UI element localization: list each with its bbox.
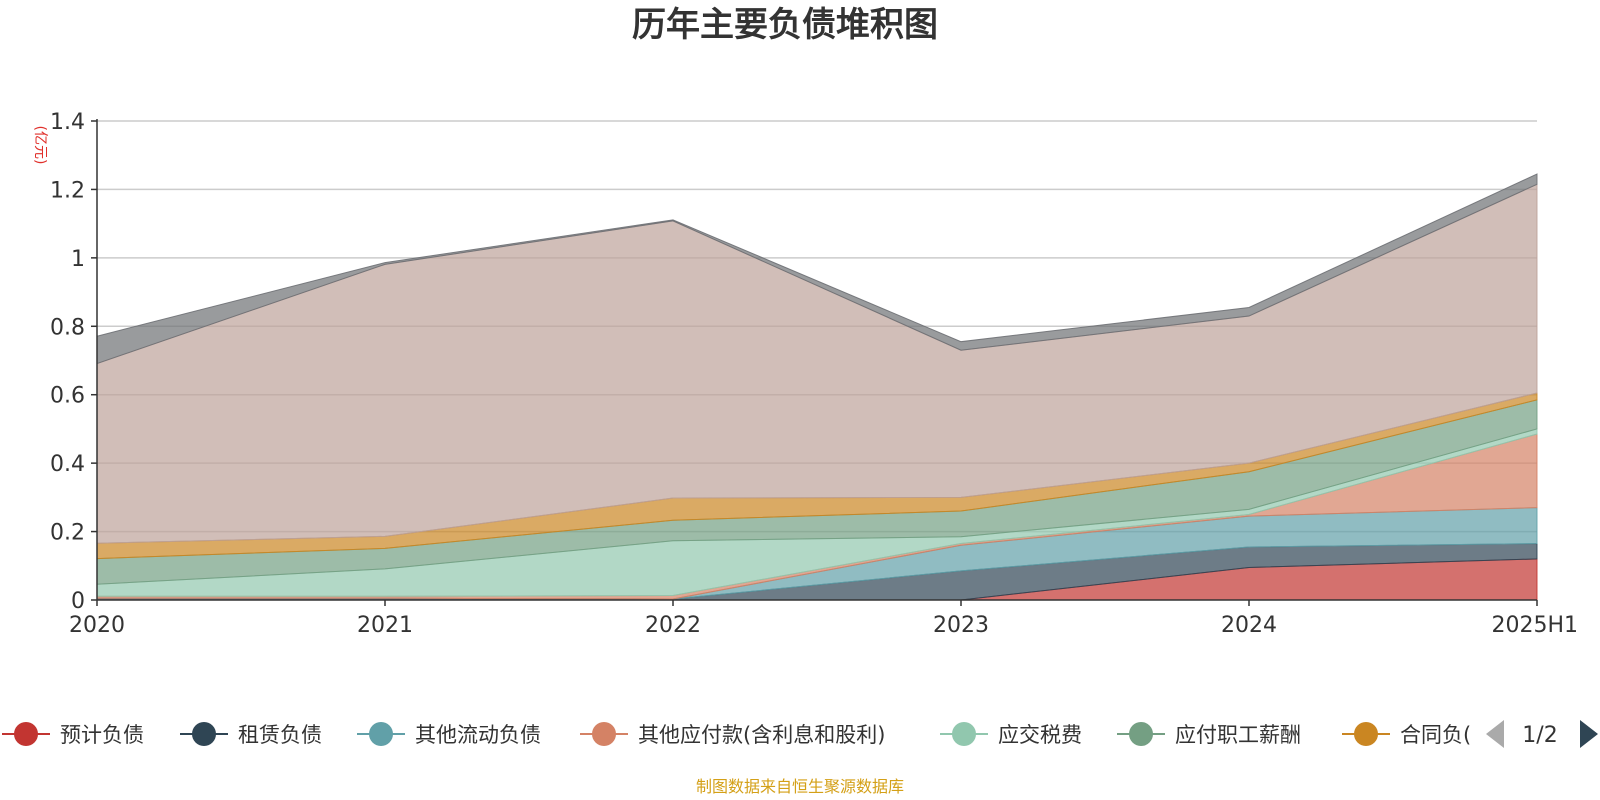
- legend-label: 其他流动负债: [415, 723, 541, 747]
- legend-marker-icon: [952, 722, 976, 746]
- legend-item[interactable]: 应交税费: [940, 722, 1082, 747]
- legend-marker-icon: [1354, 722, 1378, 746]
- legend-marker-icon: [369, 722, 393, 746]
- y-axis-unit-label: (亿元): [32, 126, 48, 165]
- y-tick-label: 0.8: [50, 315, 85, 340]
- legend-next-page-icon[interactable]: [1580, 720, 1598, 748]
- legend-label: 应交税费: [998, 723, 1082, 747]
- legend-label: 租赁负债: [238, 723, 322, 747]
- legend-label: 合同负(: [1400, 723, 1471, 747]
- x-tick-label: 2021: [357, 613, 413, 638]
- legend-pager: 1/2: [1486, 720, 1598, 748]
- x-tick-label: 2023: [933, 613, 989, 638]
- y-tick-label: 1: [71, 247, 85, 272]
- legend: 预计负债 租赁负债 其他流动负债 其他应付款(含利息和股利) 应交税费 应付职工薪酬 合同负…: [2, 722, 1471, 747]
- legend-label: 应付职工薪酬: [1175, 723, 1301, 747]
- y-tick-label: 1.4: [50, 110, 85, 135]
- legend-prev-page-icon[interactable]: [1486, 720, 1504, 748]
- legend-item[interactable]: 其他流动负债: [357, 722, 541, 747]
- y-tick-label: 0.4: [50, 452, 85, 477]
- legend-marker-icon: [192, 722, 216, 746]
- legend-item[interactable]: 租赁负债: [180, 722, 322, 747]
- chart-title: 历年主要负债堆积图: [632, 5, 938, 45]
- area-series-9: [96, 173, 1538, 365]
- y-tick-label: 0.6: [50, 384, 85, 409]
- y-tick-label: 1.2: [50, 178, 85, 203]
- legend-item[interactable]: 预计负债: [2, 722, 144, 747]
- legend-marker-icon: [1129, 722, 1153, 746]
- x-tick-label: 2022: [645, 613, 701, 638]
- area-series: [96, 173, 1538, 601]
- legend-item[interactable]: 其他应付款(含利息和股利): [580, 722, 885, 747]
- legend-marker-icon: [14, 722, 38, 746]
- data-source-note: 制图数据来自恒生聚源数据库: [696, 777, 904, 796]
- legend-label: 预计负债: [60, 723, 144, 747]
- legend-marker-icon: [592, 722, 616, 746]
- x-tick-label: 2020: [69, 613, 125, 638]
- x-tick-label: 2024: [1221, 613, 1277, 638]
- x-tick-label: 2025H1: [1491, 613, 1578, 638]
- y-tick-label: 0.2: [50, 521, 85, 546]
- y-tick-label: 0: [71, 589, 85, 614]
- legend-label: 其他应付款(含利息和股利): [638, 723, 885, 747]
- axes: 0 0.2 0.4 0.6 0.8 1 1.2 1.4 2020 2021 2022 2023 2024…: [50, 110, 1578, 638]
- legend-item[interactable]: 合同负(: [1342, 722, 1471, 747]
- legend-item[interactable]: 应付职工薪酬: [1117, 722, 1301, 747]
- legend-page-indicator: 1/2: [1522, 723, 1557, 748]
